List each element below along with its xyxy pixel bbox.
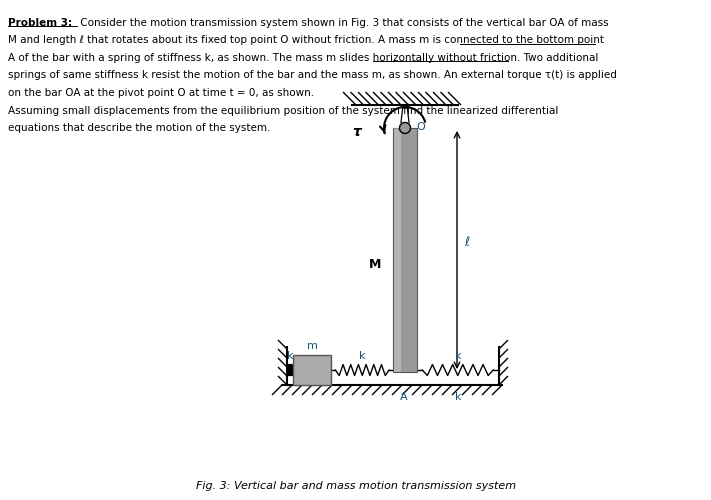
Text: Assuming small displacements from the equilibrium position of the system find th: Assuming small displacements from the eq… bbox=[8, 106, 558, 116]
Text: M and length ℓ that rotates about its fixed top point O without friction. A mass: M and length ℓ that rotates about its fi… bbox=[8, 36, 604, 46]
Text: M: M bbox=[369, 258, 381, 272]
Text: Fig. 3: Vertical bar and mass motion transmission system: Fig. 3: Vertical bar and mass motion tra… bbox=[196, 481, 516, 491]
Text: τ: τ bbox=[352, 125, 361, 139]
Text: A: A bbox=[400, 392, 408, 402]
Text: Problem 3:: Problem 3: bbox=[8, 18, 72, 28]
Bar bbox=[395, 128, 401, 372]
Text: Consider the motion transmission system shown in Fig. 3 that consists of the ver: Consider the motion transmission system … bbox=[77, 18, 609, 28]
Text: ℓ: ℓ bbox=[464, 236, 469, 248]
Text: k: k bbox=[359, 351, 365, 361]
Text: k: k bbox=[454, 392, 461, 402]
Text: m: m bbox=[306, 341, 317, 351]
Bar bbox=[293, 355, 331, 385]
Text: O: O bbox=[416, 122, 424, 132]
Text: springs of same stiffness k resist the motion of the bar and the mass m, as show: springs of same stiffness k resist the m… bbox=[8, 70, 617, 81]
Circle shape bbox=[400, 122, 410, 134]
Bar bbox=[393, 128, 417, 372]
Text: k: k bbox=[454, 351, 461, 361]
Text: A of the bar with a spring of stiffness k, as shown. The mass m slides horizonta: A of the bar with a spring of stiffness … bbox=[8, 53, 599, 63]
Text: equations that describe the motion of the system.: equations that describe the motion of th… bbox=[8, 123, 270, 133]
Text: on the bar OA at the pivot point O at time t = 0, as shown.: on the bar OA at the pivot point O at ti… bbox=[8, 88, 314, 98]
Text: k: k bbox=[287, 351, 293, 361]
